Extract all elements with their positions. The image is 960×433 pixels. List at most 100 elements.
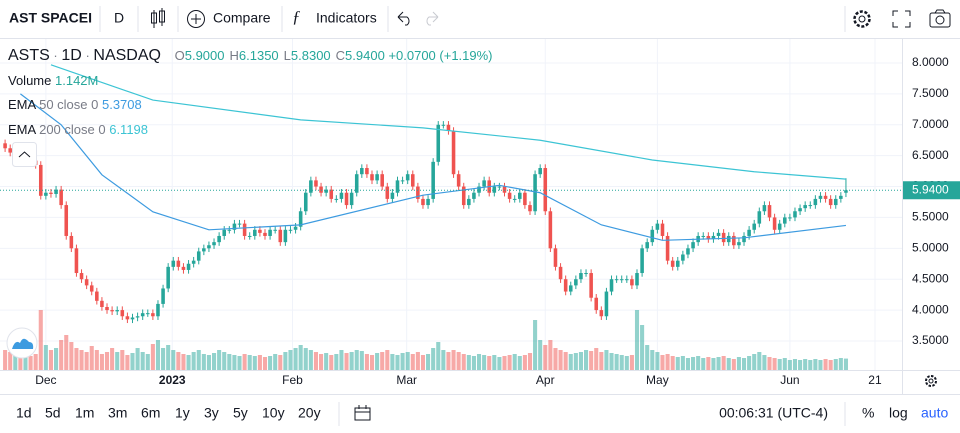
volume-bar [589, 351, 594, 370]
candle-body [115, 310, 119, 312]
range-button[interactable]: 5d [45, 405, 61, 421]
range-button[interactable]: 20y [298, 405, 321, 421]
volume-bar [227, 354, 232, 370]
volume-bar [568, 354, 573, 370]
volume-bar [196, 350, 201, 370]
candle-body [344, 192, 349, 206]
x-tick-label: 21 [868, 373, 882, 387]
chart-type-button[interactable] [151, 8, 165, 28]
candle-body [59, 189, 63, 206]
settings-button[interactable] [853, 10, 871, 28]
volume-bar [492, 355, 497, 370]
volume-bar [242, 354, 247, 370]
ohlc-value: 6.1350 [238, 48, 279, 63]
clock[interactable]: 00:06:31 (UTC-4) [719, 405, 828, 421]
volume-bar [660, 355, 665, 370]
volume-bar [522, 355, 527, 370]
candle-body [844, 190, 848, 193]
candle-body [242, 223, 247, 236]
ohlc-value: 5.9000 [184, 48, 225, 63]
ema-line [20, 93, 847, 241]
volume-bar [79, 350, 84, 370]
candle-body [278, 229, 283, 243]
volume-bar [324, 353, 329, 370]
volume-bar [446, 352, 451, 370]
volume-bar [512, 354, 517, 370]
volume-bar [349, 352, 354, 370]
indicator-value: 6.1198 [109, 121, 149, 137]
axis-settings-button[interactable] [925, 375, 937, 387]
screenshot-button[interactable] [929, 9, 951, 28]
candle-body [441, 124, 446, 126]
indicators-button[interactable]: Indicators [316, 10, 377, 26]
candle-body [675, 260, 680, 267]
scale-option[interactable]: log [889, 405, 908, 421]
range-button[interactable]: 5y [233, 405, 248, 421]
candle-body [89, 285, 94, 292]
interval-button[interactable]: D [114, 10, 124, 26]
compare-icon[interactable] [187, 10, 205, 28]
candle-body [492, 186, 497, 193]
volume-bar [283, 352, 288, 370]
candle-body [645, 242, 649, 249]
candle-body [788, 217, 792, 219]
candle-body [181, 266, 186, 270]
candle-body [79, 273, 84, 280]
scale-option[interactable]: % [862, 405, 874, 421]
candle-body [665, 235, 670, 261]
volume-value: 1.142M [55, 72, 99, 88]
candle-body [283, 229, 288, 243]
volume-bar [69, 342, 74, 370]
candle-body [217, 235, 221, 243]
range-button[interactable]: 1m [75, 405, 94, 421]
symbol-search[interactable]: AST SPACEI [9, 10, 92, 26]
volume-bar [502, 356, 507, 370]
logo[interactable] [6, 327, 38, 359]
undo-button[interactable] [397, 11, 410, 26]
candle-body [472, 192, 476, 199]
date-range-button[interactable] [354, 405, 371, 421]
candle-body [314, 180, 318, 187]
volume-bar [104, 352, 110, 370]
range-button[interactable]: 6m [141, 405, 160, 421]
y-tick-label: 7.0000 [912, 117, 949, 131]
volume-bar [838, 358, 843, 370]
volume-bar [701, 358, 706, 370]
candle-body [319, 186, 323, 193]
candle-body [670, 260, 675, 267]
candle-body [416, 186, 420, 199]
volume-bar [145, 354, 150, 370]
volume-bar [609, 353, 614, 370]
legend-exchange: NASDAQ [93, 47, 161, 64]
candle-body [212, 242, 216, 246]
candle-body [309, 180, 313, 193]
range-button[interactable]: 3m [108, 405, 127, 421]
indicators-icon[interactable]: ƒ [292, 7, 301, 26]
range-button[interactable]: 1d [16, 405, 32, 421]
candle-body [354, 174, 359, 193]
volume-bar [772, 358, 777, 370]
volume-bar [390, 354, 395, 370]
legend: ASTS · 1D · NASDAQ O5.9000 H6.1350 L5.8300… [8, 44, 493, 142]
volume-bar [833, 359, 838, 370]
range-button[interactable]: 1y [175, 405, 190, 421]
candle-body [324, 189, 328, 193]
legend-ohlc: O5.9000 H6.1350 L5.8300 C5.9400 [165, 48, 389, 63]
candle-body [518, 192, 522, 199]
candle-body [793, 211, 797, 218]
candle-body [609, 279, 614, 292]
candle-body [482, 180, 486, 187]
range-button[interactable]: 3y [204, 405, 219, 421]
redo-button[interactable] [426, 11, 439, 26]
candle-body [467, 198, 471, 206]
compare-button[interactable]: Compare [213, 10, 271, 26]
legend-main: ASTS · 1D · NASDAQ O5.9000 H6.1350 L5.8300… [8, 47, 493, 64]
fullscreen-button[interactable] [892, 10, 911, 28]
candle-body [222, 229, 227, 236]
scale-option[interactable]: auto [921, 405, 948, 421]
range-button[interactable]: 10y [262, 405, 285, 421]
volume-bar [843, 358, 848, 370]
indicator-value: 5.3708 [101, 97, 142, 112]
candle-body [502, 186, 507, 193]
scroll-button[interactable] [12, 142, 37, 167]
